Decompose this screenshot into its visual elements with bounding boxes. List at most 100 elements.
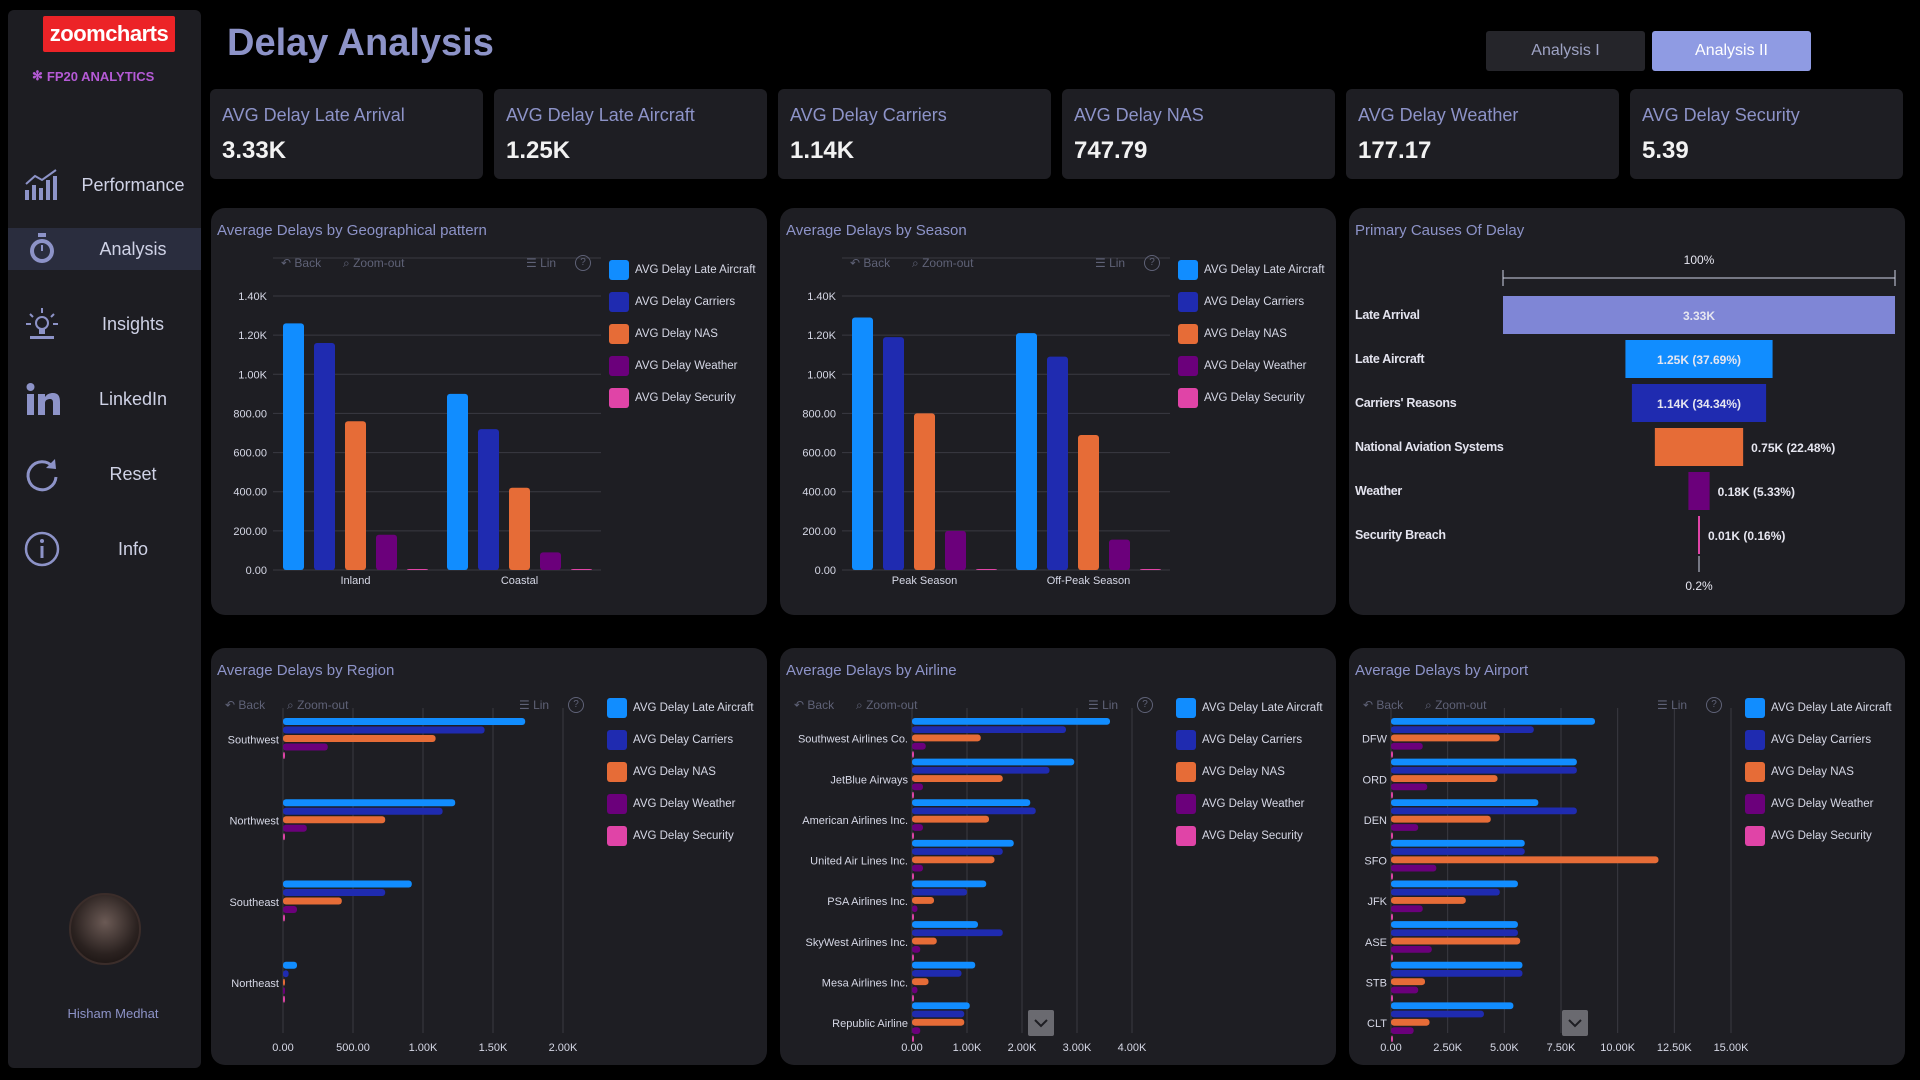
legend-item[interactable]: AVG Delay Late Aircraft bbox=[1176, 692, 1336, 724]
bar[interactable] bbox=[912, 880, 987, 888]
bar[interactable] bbox=[914, 413, 935, 570]
help-icon[interactable]: ? bbox=[568, 697, 584, 713]
bar[interactable] bbox=[1391, 954, 1393, 961]
bar[interactable] bbox=[1391, 929, 1518, 937]
bar[interactable] bbox=[912, 839, 1014, 847]
bar[interactable] bbox=[912, 758, 1075, 766]
lin-button[interactable]: ☰ Lin bbox=[1657, 698, 1687, 712]
bar[interactable] bbox=[912, 872, 914, 880]
legend-item[interactable]: AVG Delay Carriers bbox=[1176, 724, 1336, 756]
funnel-bar[interactable] bbox=[1503, 296, 1895, 334]
bar[interactable] bbox=[1391, 726, 1534, 734]
bar[interactable] bbox=[912, 929, 1003, 937]
bar[interactable] bbox=[1391, 848, 1525, 855]
bar[interactable] bbox=[1391, 856, 1659, 864]
legend-item[interactable]: AVG Delay Weather bbox=[1178, 350, 1338, 382]
bar[interactable] bbox=[1391, 937, 1521, 945]
legend-item[interactable]: AVG Delay Weather bbox=[607, 788, 767, 820]
bar[interactable] bbox=[283, 816, 386, 824]
zoom-out-button[interactable]: ⌕ Zoom-out bbox=[343, 256, 404, 271]
bar[interactable] bbox=[1391, 970, 1523, 977]
bar[interactable] bbox=[912, 905, 918, 913]
bar[interactable] bbox=[912, 783, 923, 791]
legend-item[interactable]: AVG Delay Security bbox=[1745, 820, 1905, 852]
tab-analysis-1[interactable]: Analysis I bbox=[1486, 31, 1645, 71]
back-button[interactable]: ↶ Back bbox=[225, 698, 265, 712]
bar[interactable] bbox=[912, 799, 1031, 807]
back-button[interactable]: ↶ Back bbox=[281, 256, 321, 270]
bar[interactable] bbox=[1391, 751, 1393, 758]
bar[interactable] bbox=[1391, 734, 1500, 742]
bar[interactable] bbox=[1391, 945, 1432, 953]
bar[interactable] bbox=[1391, 864, 1437, 872]
bar[interactable] bbox=[1391, 758, 1577, 766]
scroll-down-icon[interactable] bbox=[1028, 1010, 1054, 1036]
help-icon[interactable]: ? bbox=[575, 255, 591, 271]
bar[interactable] bbox=[1391, 1027, 1414, 1034]
bar[interactable] bbox=[1391, 1010, 1484, 1018]
legend-item[interactable]: AVG Delay NAS bbox=[1178, 318, 1338, 350]
sidebar-item-insights[interactable]: Insights bbox=[8, 303, 201, 345]
legend-item[interactable]: AVG Delay Weather bbox=[1745, 788, 1905, 820]
bar[interactable] bbox=[912, 888, 967, 896]
bar[interactable] bbox=[509, 487, 530, 570]
bar[interactable] bbox=[283, 978, 285, 986]
bar[interactable] bbox=[912, 994, 914, 1002]
sidebar-item-linkedin[interactable]: LinkedIn bbox=[8, 378, 201, 420]
bar[interactable] bbox=[283, 914, 285, 922]
legend-item[interactable]: AVG Delay Carriers bbox=[1178, 286, 1338, 318]
bar[interactable] bbox=[912, 734, 981, 742]
bar[interactable] bbox=[1391, 775, 1498, 782]
bar[interactable] bbox=[912, 766, 1050, 774]
back-button[interactable]: ↶ Back bbox=[850, 256, 890, 270]
legend-item[interactable]: AVG Delay Late Aircraft bbox=[1745, 692, 1905, 724]
lin-button[interactable]: ☰ Lin bbox=[1088, 698, 1118, 712]
zoom-out-button[interactable]: ⌕ Zoom-out bbox=[912, 256, 973, 271]
lin-button[interactable]: ☰ Lin bbox=[519, 698, 549, 712]
bar[interactable] bbox=[478, 429, 499, 570]
bar[interactable] bbox=[283, 889, 386, 896]
legend-item[interactable]: AVG Delay Late Aircraft bbox=[609, 254, 769, 286]
bar[interactable] bbox=[912, 921, 978, 928]
bar[interactable] bbox=[1391, 815, 1491, 823]
bar[interactable] bbox=[1391, 888, 1500, 896]
bar[interactable] bbox=[912, 791, 914, 799]
bar[interactable] bbox=[1391, 994, 1393, 1002]
funnel-bar[interactable] bbox=[1688, 472, 1710, 510]
legend-item[interactable]: AVG Delay Carriers bbox=[609, 286, 769, 318]
zoom-out-button[interactable]: ⌕ Zoom-out bbox=[287, 698, 348, 713]
bar[interactable] bbox=[912, 848, 1003, 855]
legend-item[interactable]: AVG Delay Carriers bbox=[1745, 724, 1905, 756]
bar[interactable] bbox=[1391, 799, 1539, 807]
back-button[interactable]: ↶ Back bbox=[794, 698, 834, 712]
bar[interactable] bbox=[540, 552, 561, 570]
help-icon[interactable]: ? bbox=[1144, 255, 1160, 271]
lin-button[interactable]: ☰ Lin bbox=[1095, 256, 1125, 270]
bar[interactable] bbox=[1391, 791, 1393, 799]
bar[interactable] bbox=[1391, 1018, 1430, 1026]
bar[interactable] bbox=[912, 832, 914, 840]
legend-item[interactable]: AVG Delay NAS bbox=[1745, 756, 1905, 788]
bar[interactable] bbox=[283, 897, 342, 905]
legend-item[interactable]: AVG Delay Security bbox=[609, 382, 769, 414]
bar[interactable] bbox=[912, 1002, 970, 1010]
bar[interactable] bbox=[283, 743, 328, 751]
bar[interactable] bbox=[1391, 807, 1577, 815]
funnel-bar[interactable] bbox=[1631, 384, 1767, 422]
bar[interactable] bbox=[1391, 921, 1518, 928]
legend-item[interactable]: AVG Delay Late Aircraft bbox=[607, 692, 767, 724]
bar[interactable] bbox=[912, 1035, 914, 1043]
bar[interactable] bbox=[1109, 539, 1130, 570]
sidebar-item-analysis[interactable]: Analysis bbox=[8, 228, 201, 270]
legend-item[interactable]: AVG Delay NAS bbox=[607, 756, 767, 788]
legend-item[interactable]: AVG Delay Weather bbox=[609, 350, 769, 382]
bar[interactable] bbox=[1047, 356, 1068, 570]
funnel-bar[interactable] bbox=[1625, 340, 1773, 378]
bar[interactable] bbox=[912, 913, 914, 921]
zoom-out-button[interactable]: ⌕ Zoom-out bbox=[1425, 698, 1486, 713]
bar[interactable] bbox=[912, 856, 995, 864]
bar[interactable] bbox=[1391, 986, 1419, 994]
bar[interactable] bbox=[283, 880, 412, 888]
bar[interactable] bbox=[852, 317, 873, 570]
zoom-out-button[interactable]: ⌕ Zoom-out bbox=[856, 698, 917, 713]
